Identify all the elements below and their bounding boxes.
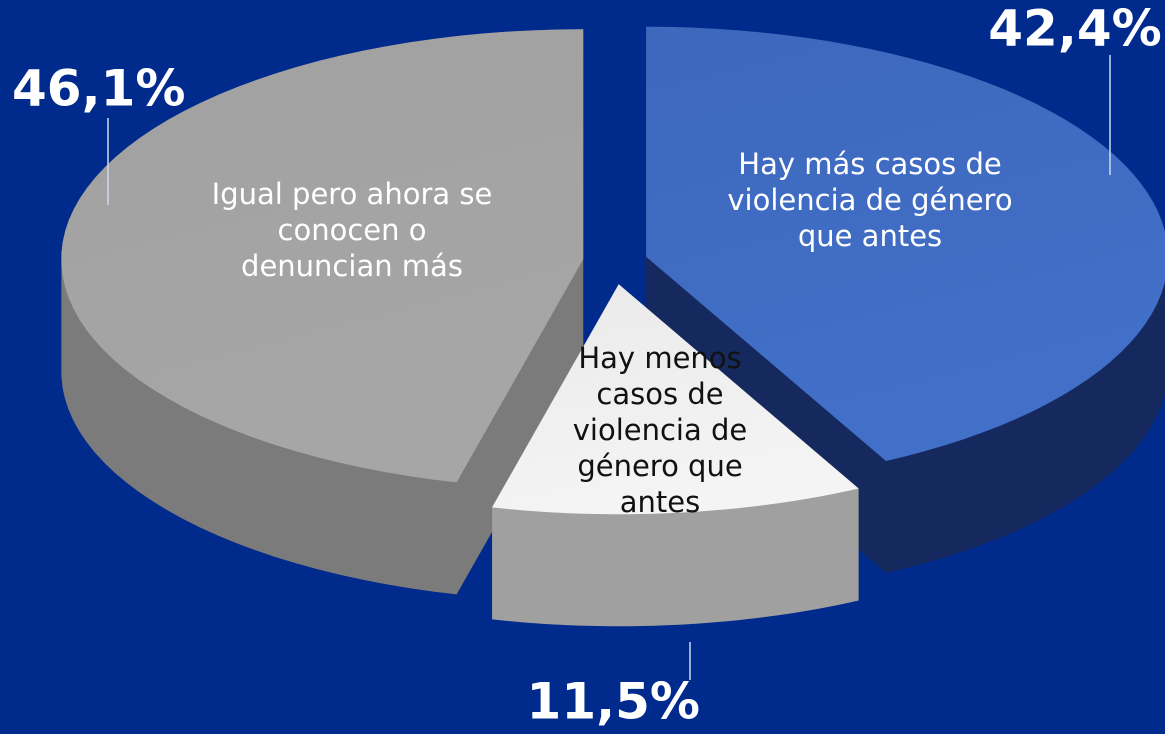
slice-label-box: Igual pero ahora se conocen o denuncian … <box>202 130 502 330</box>
slice-label-wrap: Hay menos casos de violencia de género q… <box>550 330 770 530</box>
value-label: 46,1% <box>12 60 185 118</box>
pie-slice <box>61 29 584 483</box>
slice-label-box: Hay menos casos de violencia de género q… <box>550 330 770 530</box>
slice-label: Hay más casos de violencia de género que… <box>727 147 1013 253</box>
slice-label-wrap: Igual pero ahora se conocen o denuncian … <box>202 130 502 330</box>
slice-label: Hay menos casos de violencia de género q… <box>572 341 748 519</box>
value-label: 42,4% <box>988 0 1161 58</box>
slice-label-box: Hay más casos de violencia de género que… <box>705 100 1035 300</box>
pie-slice <box>492 284 859 515</box>
slice-label-wrap: Hay más casos de violencia de género que… <box>705 100 1035 300</box>
value-label: 11,5% <box>527 673 700 731</box>
pie-slice <box>646 26 1165 461</box>
slice-label: Igual pero ahora se conocen o denuncian … <box>211 177 493 283</box>
